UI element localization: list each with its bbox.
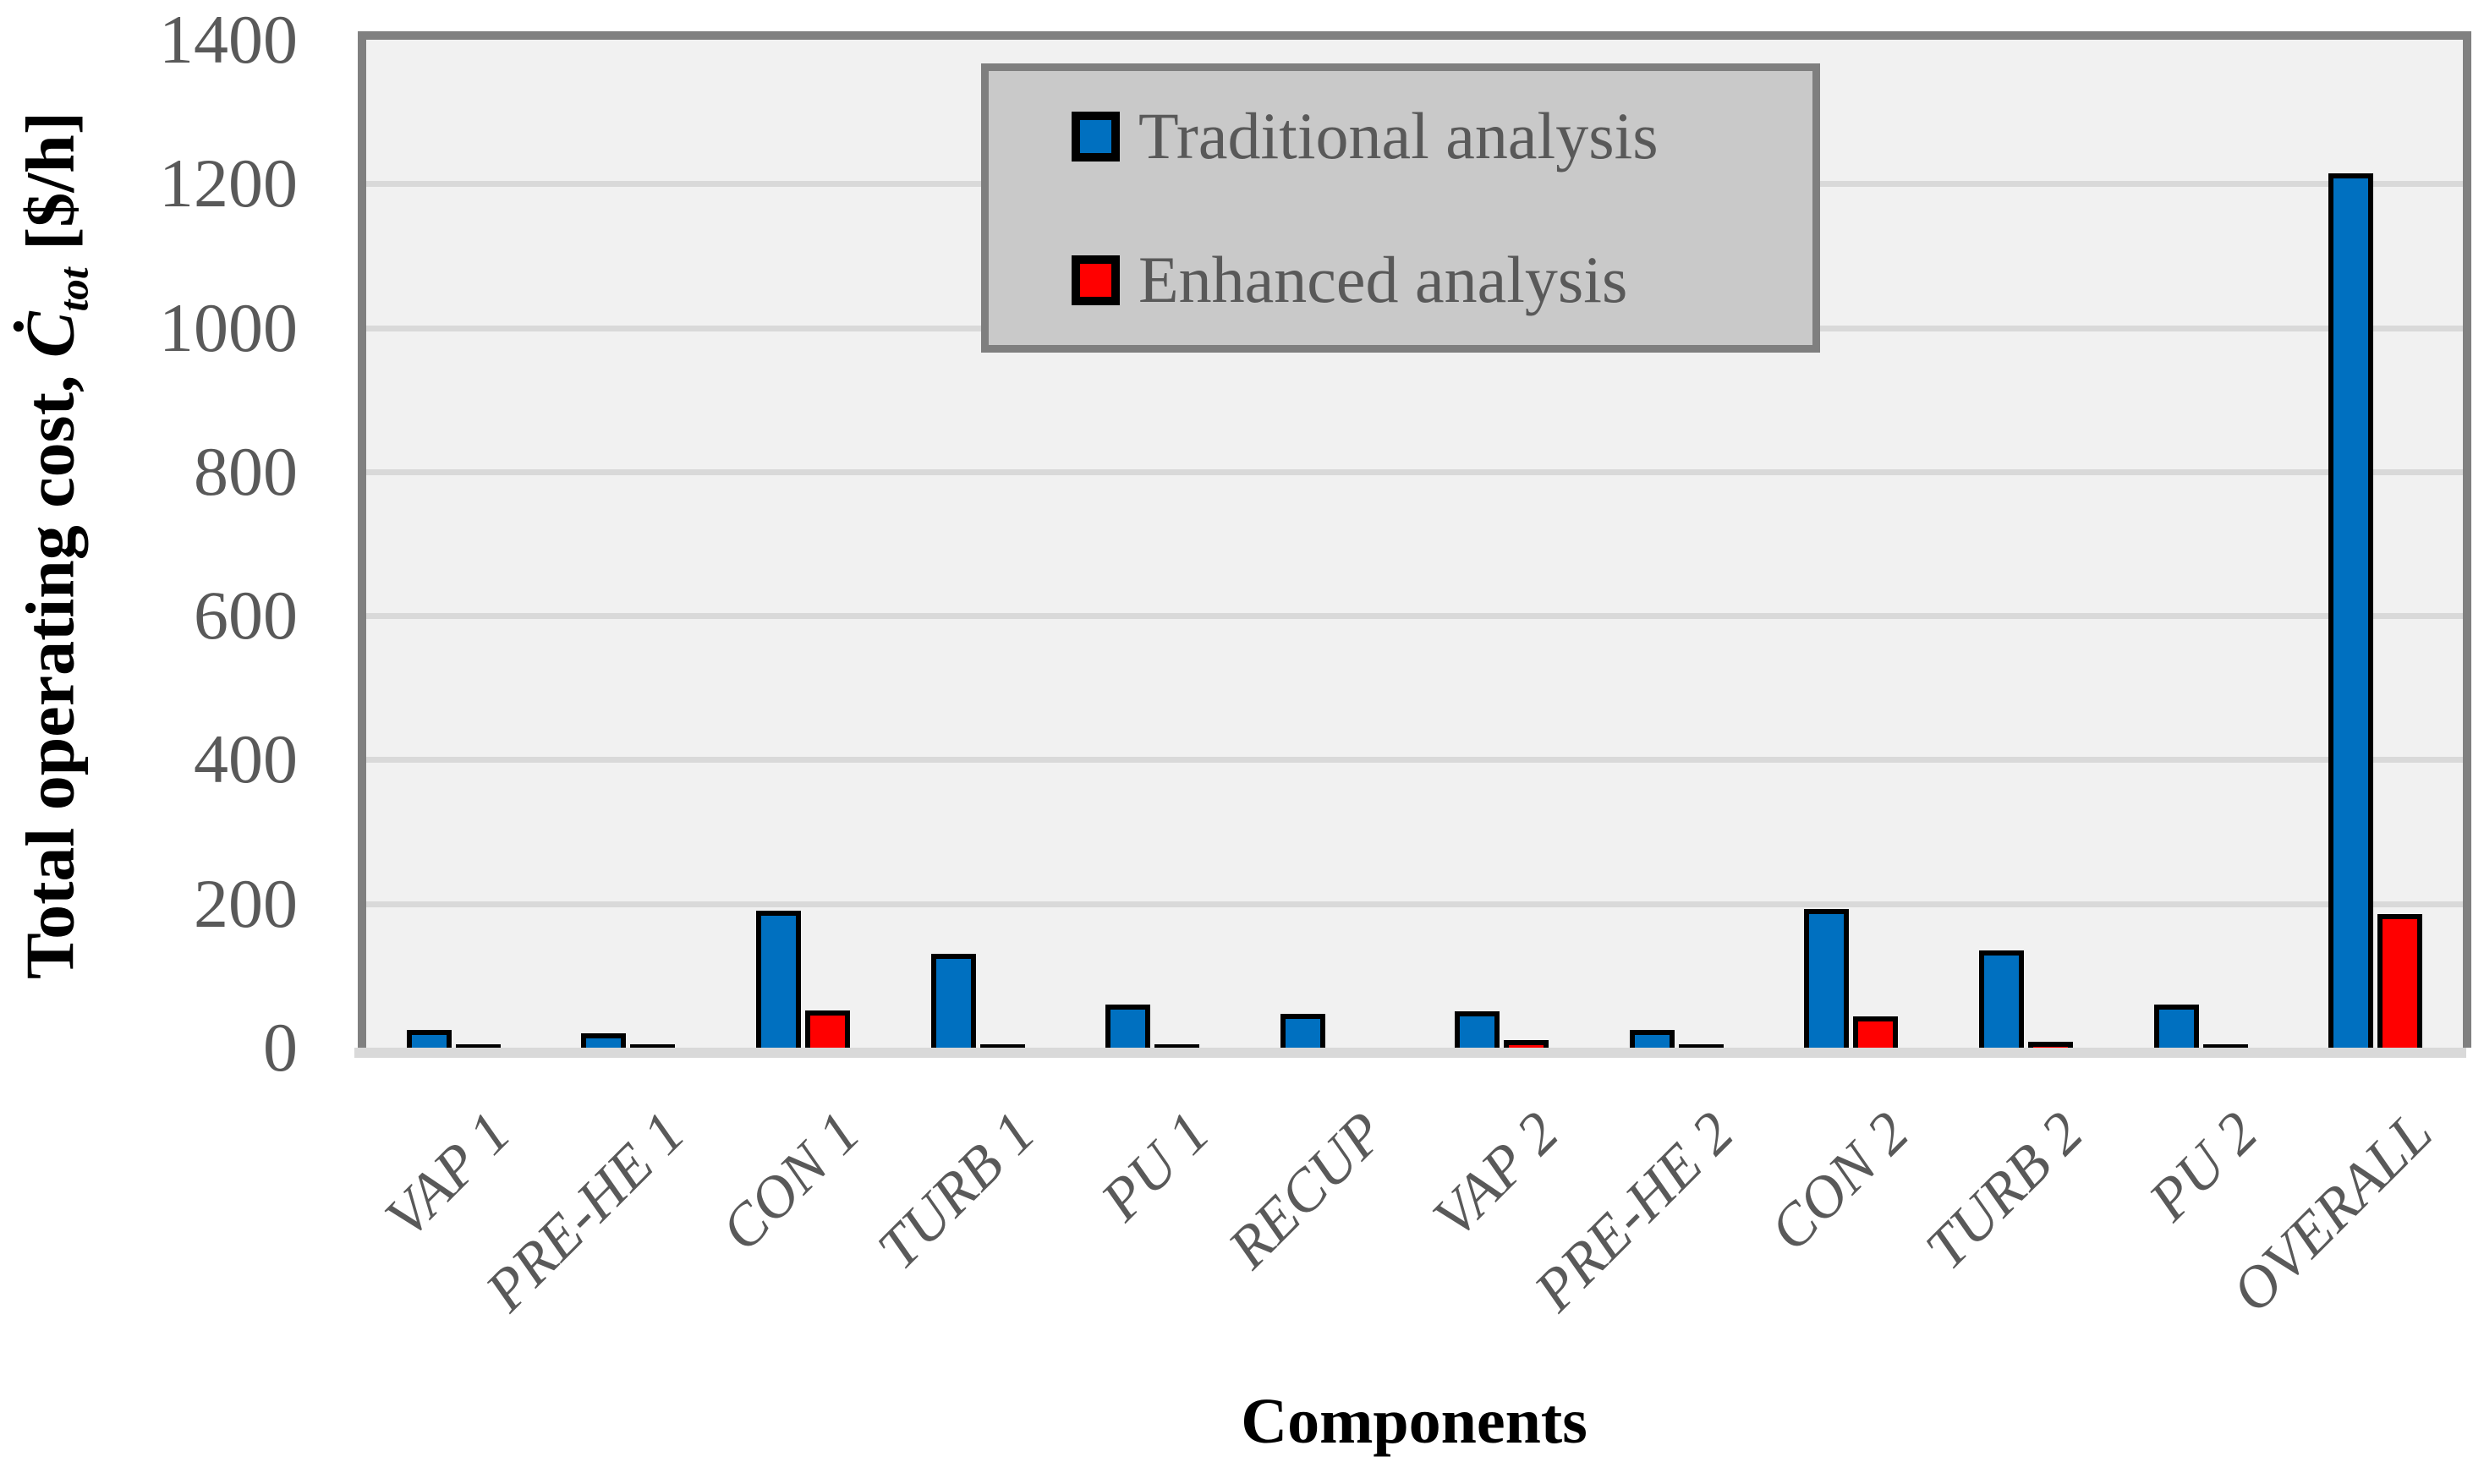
legend-item-enhanced: Enhanced analysis — [1072, 242, 1796, 318]
bar-traditional-pre-he-1 — [581, 1033, 627, 1048]
bar-enhanced-con-1 — [804, 1010, 850, 1048]
bar-traditional-con-2 — [1804, 909, 1850, 1048]
y-tick-label-1000: 1000 — [159, 288, 298, 366]
bar-enhanced-vap-1 — [455, 1044, 501, 1049]
y-tick-label-0: 0 — [263, 1009, 298, 1086]
bar-traditional-recup — [1280, 1014, 1325, 1048]
x-axis-title: Components — [1241, 1386, 1587, 1457]
legend-label-traditional: Traditional analysis — [1138, 99, 1659, 172]
y-tick-label-200: 200 — [194, 864, 298, 942]
x-category-label-pu-2: PU 2 — [2136, 1099, 2271, 1234]
bar-enhanced-vap-2 — [1504, 1040, 1549, 1048]
x-category-label-turb-2: TURB 2 — [1913, 1099, 2096, 1283]
x-category-label-turb-1: TURB 1 — [865, 1099, 1048, 1283]
x-category-label-con-1: CON 1 — [709, 1099, 873, 1264]
bar-traditional-overall — [2328, 173, 2374, 1048]
y-tick-label-400: 400 — [194, 720, 298, 798]
x-category-label-vap-1: VAP 1 — [372, 1099, 524, 1251]
y-gridline-600 — [366, 613, 2463, 620]
bar-enhanced-pre-he-2 — [1678, 1044, 1724, 1049]
x-axis-line — [354, 1048, 2466, 1058]
bar-enhanced-turb-2 — [2028, 1042, 2074, 1048]
bar-enhanced-con-2 — [1853, 1016, 1899, 1048]
legend-item-traditional: Traditional analysis — [1072, 98, 1796, 174]
legend: Traditional analysis Enhanced analysis — [981, 63, 1820, 353]
bar-traditional-pu-1 — [1105, 1005, 1151, 1048]
bar-enhanced-turb-1 — [979, 1044, 1025, 1049]
bar-traditional-vap-2 — [1455, 1011, 1500, 1048]
y-tick-label-800: 800 — [194, 432, 298, 510]
bar-traditional-turb-1 — [930, 954, 976, 1048]
bar-traditional-turb-2 — [1979, 950, 2025, 1048]
y-tick-label-600: 600 — [194, 577, 298, 654]
traditional-series-swatch-icon — [1072, 111, 1120, 162]
bar-enhanced-pre-he-1 — [630, 1044, 676, 1049]
y-gridline-200 — [366, 901, 2463, 907]
y-gridline-400 — [366, 757, 2463, 764]
x-category-label-vap-2: VAP 2 — [1421, 1099, 1572, 1251]
y-axis-title: Total operating cost, Ċtot [$/h] — [10, 112, 97, 979]
y-tick-label-1400: 1400 — [159, 1, 298, 78]
y-gridline-800 — [366, 468, 2463, 475]
bar-enhanced-pu-2 — [2202, 1044, 2248, 1049]
y-tick-label-1200: 1200 — [159, 145, 298, 222]
bar-traditional-vap-1 — [406, 1030, 452, 1048]
x-category-label-con-2: CON 2 — [1757, 1099, 1922, 1264]
bar-traditional-pre-he-2 — [1629, 1030, 1675, 1048]
legend-label-enhanced: Enhanced analysis — [1138, 243, 1628, 316]
bar-traditional-con-1 — [755, 911, 801, 1048]
x-category-label-recup: RECUP — [1215, 1099, 1397, 1281]
bar-enhanced-overall — [2377, 914, 2423, 1048]
enhanced-series-swatch-icon — [1072, 255, 1120, 305]
bar-enhanced-pu-1 — [1154, 1044, 1200, 1049]
bar-traditional-pu-2 — [2153, 1005, 2199, 1048]
x-category-label-pu-1: PU 1 — [1088, 1099, 1222, 1234]
